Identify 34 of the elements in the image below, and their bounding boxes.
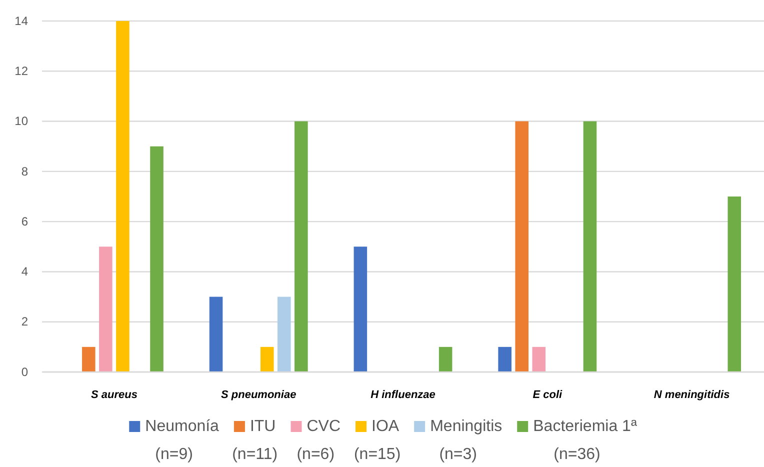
legend-label: CVC (n=6): [296, 418, 341, 463]
bar: [278, 296, 291, 372]
y-tick-label: 4: [21, 264, 28, 279]
x-tick-label: H influenzae: [370, 388, 436, 401]
y-tick-label: 8: [21, 164, 28, 178]
bar: [116, 21, 130, 372]
bar: [209, 296, 223, 372]
y-tick-label: 0: [21, 364, 28, 379]
bar: [260, 346, 274, 372]
legend-label: ITU (n=11): [232, 418, 278, 463]
bar: [150, 146, 164, 372]
bar: [99, 246, 112, 372]
x-tick-label: S aureus: [90, 388, 138, 401]
bar: [728, 196, 742, 372]
bar: [532, 346, 546, 372]
legend-label: IOA (n=15): [354, 418, 401, 463]
y-tick-label: 12: [14, 64, 28, 78]
legend-label: Bacteriemia 1ª (n=36): [533, 418, 637, 463]
bar: [515, 121, 528, 372]
x-tick-label: N meningitidis: [654, 388, 730, 401]
y-tick-label: 10: [14, 114, 28, 128]
legend-label: Meningitis (n=3): [430, 418, 502, 463]
bar: [438, 346, 452, 372]
bar: [354, 246, 368, 372]
x-tick-label: S pneumoniae: [221, 388, 296, 401]
x-tick-label: E coli: [532, 388, 564, 401]
y-tick-label: 14: [14, 14, 28, 28]
y-tick-label: 6: [21, 214, 28, 228]
bar: [294, 121, 308, 372]
y-tick-label: 2: [21, 314, 28, 329]
bar: [82, 346, 96, 372]
bar: [583, 121, 597, 372]
bar: [498, 346, 512, 372]
legend-label: Neumonía (n=9): [145, 418, 220, 463]
